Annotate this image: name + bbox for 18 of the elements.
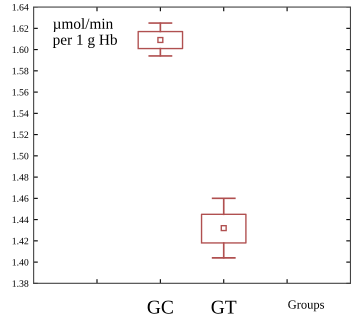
y-tick-label: 1.40 — [12, 259, 28, 266]
y-tick-label: 1.46 — [12, 195, 28, 202]
x-tick-label: GC — [148, 300, 173, 314]
y-tick-label: 1.42 — [12, 238, 28, 244]
y-tick-label: 1.38 — [12, 280, 28, 287]
y-tick-label: 1.58 — [12, 68, 28, 74]
y-tick-label: 1.64 — [12, 4, 29, 11]
y-tick-label: 1.54 — [12, 110, 29, 117]
y-tick-label: 1.56 — [12, 89, 28, 96]
annotation: µmol/min per 1 g Hb — [52, 18, 117, 48]
y-tick-label: 1.62 — [12, 25, 28, 32]
y-tick-label: 1.44 — [12, 216, 29, 224]
y-tick-label: 1.48 — [12, 174, 28, 181]
x-axis-title: Groups — [288, 300, 324, 312]
x-tick-label: GT — [212, 300, 236, 314]
y-tick-label: 1.50 — [12, 152, 28, 160]
y-tick-label: 1.60 — [12, 46, 28, 54]
y-tick-label: 1.52 — [12, 132, 28, 138]
